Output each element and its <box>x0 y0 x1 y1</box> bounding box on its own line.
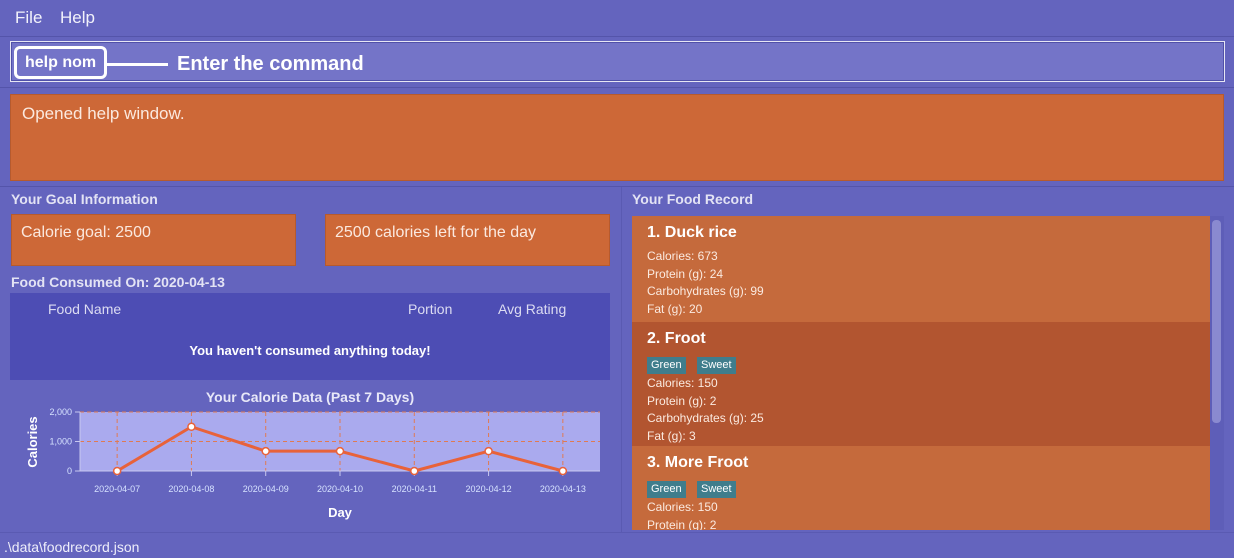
data-point <box>558 466 568 476</box>
calorie-goal-text: Calorie goal: 2500 <box>21 224 151 241</box>
status-bar <box>0 532 1234 558</box>
x-tick-label: 2020-04-08 <box>168 484 214 494</box>
data-point <box>187 422 196 431</box>
food-record-name: 2. Froot <box>647 330 706 347</box>
result-display-text: Opened help window. <box>22 104 185 123</box>
food-record-detail: Calories: 150 <box>647 376 718 390</box>
food-record-detail: Protein (g): 24 <box>647 266 724 281</box>
result-display <box>10 94 1224 181</box>
x-axis-label: Day <box>328 505 353 520</box>
food-record-title: Your Food Record <box>632 191 754 207</box>
calories-left-box <box>325 214 610 266</box>
food-record-name: 1. Duck rice <box>647 224 737 241</box>
result-divider <box>0 186 1234 187</box>
consumed-section-title: Food Consumed On: 2020-04-13 <box>11 274 225 290</box>
food-record-card[interactable]: 3. More Froot Green Sweet Calories: 150 Prot… <box>632 446 1210 530</box>
callout-line <box>104 63 168 66</box>
menu-bar <box>0 0 1234 36</box>
pane-divider <box>621 187 622 532</box>
column-header-avg-rating[interactable]: Avg Rating <box>498 301 567 317</box>
food-record-card[interactable]: 2. Froot Green Sweet Calories: 150 Protein (… <box>632 322 1210 446</box>
food-record-detail: Calories: 673 <box>647 249 718 263</box>
x-tick-label: 2020-04-10 <box>317 484 363 494</box>
food-tag: Green <box>647 481 686 498</box>
chart-title: Your Calorie Data (Past 7 Days) <box>205 389 415 405</box>
food-record-detail: Carbohydrates (g): 99 <box>647 284 764 299</box>
data-point <box>261 446 270 456</box>
column-header-portion[interactable]: Portion <box>408 301 453 317</box>
x-tick-label: 2020-04-13 <box>540 484 586 494</box>
food-record-detail: Calories: 150 <box>647 500 718 514</box>
calories-left-text: 2500 calories left for the day <box>335 224 537 241</box>
y-axis-label: Calories <box>25 416 40 467</box>
command-input-value[interactable]: help nom <box>14 46 108 79</box>
food-record-detail: Protein (g): 2 <box>647 517 717 530</box>
y-tick-label: 0 <box>67 466 72 476</box>
x-tick-label: 2020-04-07 <box>94 484 140 494</box>
food-record-card[interactable]: 1. Duck rice Calories: 673 Protein (g): 24… <box>632 216 1210 322</box>
data-point <box>484 446 493 456</box>
menu-help[interactable]: Help <box>60 8 95 27</box>
status-bar-path: .\data\foodrecord.json <box>4 539 140 555</box>
food-record-detail: Carbohydrates (g): 25 <box>647 411 764 426</box>
food-record-detail: Protein (g): 2 <box>647 393 717 408</box>
column-header-food-name[interactable]: Food Name <box>48 301 122 317</box>
scrollbar-thumb[interactable] <box>1212 220 1221 423</box>
food-record-name: 3. More Froot <box>647 454 749 471</box>
y-tick-label: 2,000 <box>49 407 72 417</box>
food-tag: Green <box>647 357 686 374</box>
food-record-detail: Fat (g): 20 <box>647 301 703 316</box>
food-tag: Sweet <box>697 357 736 374</box>
food-record-list[interactable]: 1. Duck rice Calories: 673 Protein (g): 24… <box>632 216 1210 530</box>
x-tick-label: 2020-04-12 <box>466 484 512 494</box>
x-tick-label: 2020-04-11 <box>392 484 437 494</box>
calorie-goal-box <box>11 214 296 266</box>
food-tag: Sweet <box>697 481 736 498</box>
empty-table-message: You haven't consumed anything today! <box>189 343 431 358</box>
data-point <box>112 466 122 476</box>
calorie-chart: 0 1,000 2,000 2020-04-07 2020-04-08 2020-04-0… <box>25 407 600 520</box>
goal-section-title: Your Goal Information <box>11 191 158 207</box>
y-tick-label: 1,000 <box>49 437 72 447</box>
command-input[interactable] <box>10 41 1225 82</box>
consumed-table <box>10 293 610 380</box>
data-point <box>335 446 345 456</box>
data-point <box>410 466 419 476</box>
menu-file[interactable]: File <box>15 8 43 27</box>
food-record-detail: Fat (g): 3 <box>647 428 696 443</box>
menu-divider <box>0 36 1234 37</box>
x-tick-label: 2020-04-09 <box>243 484 289 494</box>
command-divider <box>0 87 1234 88</box>
callout-annotation: Enter the command <box>177 53 364 75</box>
